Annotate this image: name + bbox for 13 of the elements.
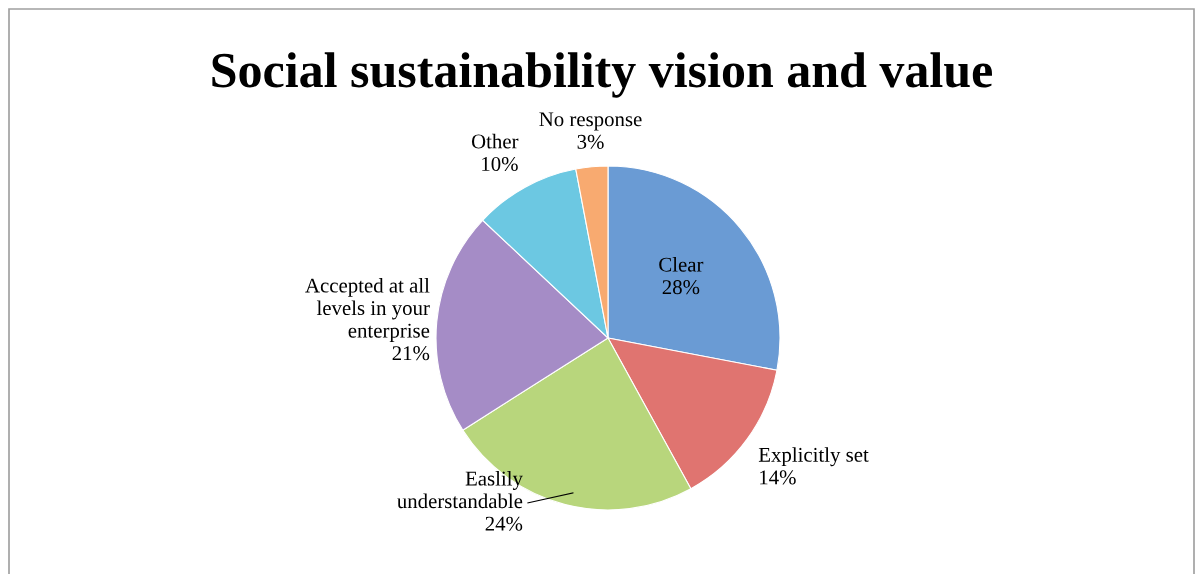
slice-label: No response	[539, 112, 642, 131]
slice-label: Other	[471, 133, 519, 149]
data-label: 24%	[485, 516, 523, 531]
data-label: 3%	[577, 134, 604, 149]
slice-label: Explicitly set	[758, 447, 869, 467]
data-label: 10%	[482, 156, 518, 172]
data-label: 28%	[662, 280, 700, 295]
slice-label: Accepted at all levels in your enterprise	[305, 277, 430, 342]
slice-label: Easlily understandable	[397, 470, 523, 509]
chart-title: Social sustainability vision and value	[212, 52, 992, 98]
slice-label: Clear	[659, 257, 704, 272]
data-label: 14%	[760, 470, 796, 485]
data-label: 21%	[392, 346, 430, 361]
